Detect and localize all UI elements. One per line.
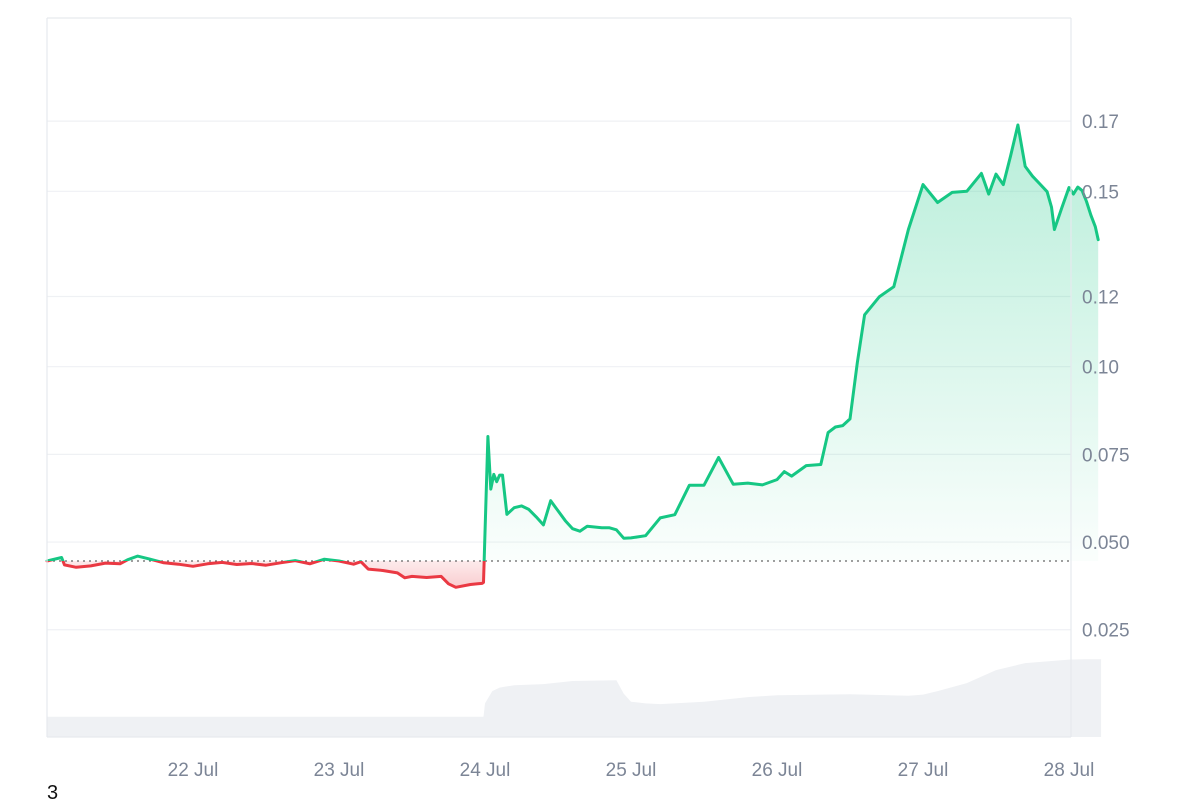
- price-area-above-baseline: [47, 125, 1099, 561]
- y-tick-label: 0.15: [1082, 182, 1119, 203]
- y-tick-label: 0.17: [1082, 112, 1119, 133]
- y-tick-label: 0.025: [1082, 621, 1130, 642]
- x-tick-label: 25 Jul: [606, 760, 657, 781]
- price-line-up[interactable]: [45, 123, 1100, 587]
- x-tick-label: 22 Jul: [168, 760, 219, 781]
- x-tick-label: 26 Jul: [752, 760, 803, 781]
- grid-lines: [47, 120, 1071, 631]
- y-tick-label: 0.075: [1082, 445, 1130, 466]
- footnote-text: 3: [47, 782, 59, 804]
- price-line-down[interactable]: [45, 125, 1098, 589]
- x-tick-label: 24 Jul: [460, 760, 511, 781]
- x-tick-label: 28 Jul: [1044, 760, 1095, 781]
- volume-area: [47, 659, 1102, 737]
- y-tick-label: 0.10: [1082, 358, 1119, 379]
- y-tick-label: 0.12: [1082, 288, 1119, 309]
- x-tick-label: 23 Jul: [314, 760, 365, 781]
- y-axis-ticks: 0.025 0.050 0.075 0.10 0.12 0.15 0.17: [1082, 112, 1130, 642]
- y-tick-label: 0.050: [1082, 533, 1130, 554]
- plot-frame: [46, 17, 1072, 738]
- x-tick-label: 27 Jul: [898, 760, 949, 781]
- x-axis-ticks: 22 Jul 23 Jul 24 Jul 25 Jul 26 Jul 27 Jul 28 J…: [168, 760, 1095, 781]
